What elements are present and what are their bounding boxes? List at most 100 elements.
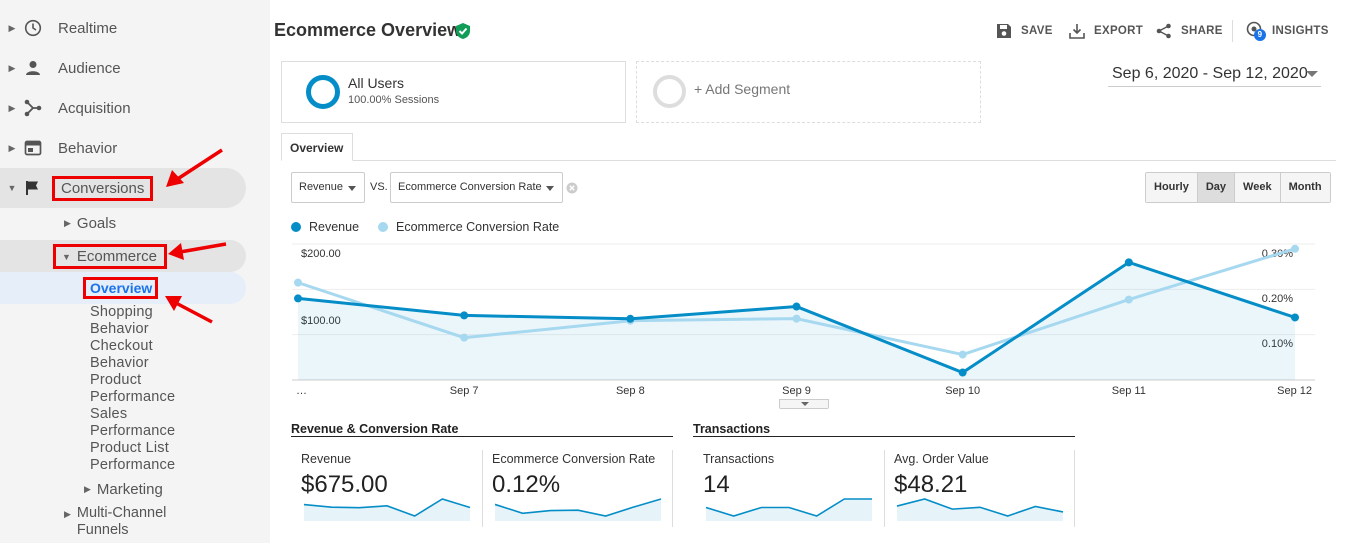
line-chart: $200.00$100.000.30%0.20%0.10%… Sep 7 Sep 8… — [292, 243, 1315, 397]
scorecard-conversion-rate[interactable]: Ecommerce Conversion Rate 0.12% — [492, 450, 677, 527]
sidebar-item-realtime[interactable]: ▶ Realtime — [0, 8, 246, 48]
scorecard-transactions[interactable]: Transactions 14 — [703, 450, 888, 527]
sparkline-area — [495, 499, 661, 521]
add-segment-button[interactable]: + Add Segment — [636, 61, 981, 123]
legend-revenue: Revenue — [291, 220, 359, 234]
sparkline-area — [304, 499, 470, 521]
chart-resize-handle[interactable] — [779, 399, 829, 409]
scorecard-value: 0.12% — [492, 471, 561, 498]
sidebar-item-label: Goals — [76, 215, 117, 232]
primary-metric-dropdown[interactable]: Revenue — [291, 172, 365, 203]
sidebar-item-sales-performance[interactable]: Sales Performance — [90, 406, 175, 440]
scorecard-group-underline — [291, 436, 673, 437]
sparkline-area — [897, 499, 1063, 521]
sidebar-item-acquisition[interactable]: ▶ Acquisition — [0, 88, 246, 128]
revenue-point — [1124, 258, 1133, 267]
legend-label: Revenue — [309, 220, 360, 234]
sidebar-item-label: Acquisition — [58, 99, 131, 117]
segment-ring-icon — [306, 75, 340, 109]
segment-all-users[interactable]: All Users 100.00% Sessions — [281, 61, 626, 123]
insights-badge: 9 — [1254, 29, 1266, 41]
save-button[interactable]: SAVE — [996, 20, 1053, 42]
date-range-picker[interactable]: Sep 6, 2020 - Sep 12, 2020 — [1108, 60, 1321, 87]
period-week-button[interactable]: Week — [1235, 173, 1281, 202]
legend-conversion-rate: Ecommerce Conversion Rate — [378, 220, 559, 234]
legend-dot — [378, 222, 388, 232]
sidebar-item-product-list-performance[interactable]: Product List Performance — [90, 440, 175, 474]
add-segment-label: + Add Segment — [694, 81, 791, 97]
sidebar-item-overview[interactable]: Overview — [83, 277, 159, 299]
export-button[interactable]: EXPORT — [1069, 20, 1143, 42]
period-hourly-button[interactable]: Hourly — [1146, 173, 1198, 202]
conversion-rate-point — [792, 314, 801, 323]
date-range-label: Sep 6, 2020 - Sep 12, 2020 — [1112, 65, 1308, 82]
sidebar-item-product-performance[interactable]: Product Performance — [90, 372, 175, 406]
export-label: EXPORT — [1094, 25, 1144, 37]
scorecard-group-underline — [693, 436, 1075, 437]
scorecard-label: Transactions — [703, 452, 775, 466]
revenue-point — [1291, 313, 1299, 322]
sidebar-item-label: Behavior — [90, 321, 149, 337]
caret-down-icon: ▼ — [7, 183, 17, 193]
sidebar-item-label: Behavior — [90, 355, 149, 371]
period-selector: Hourly Day Week Month — [1145, 172, 1331, 203]
scorecard-value: $675.00 — [301, 471, 388, 498]
revenue-point — [958, 368, 967, 377]
sidebar-item-ecommerce[interactable]: ▼ Ecommerce — [53, 244, 167, 269]
sparkline-line — [494, 498, 662, 517]
primary-metric-label: Revenue — [299, 181, 344, 193]
sidebar-item-multi-channel-funnels[interactable]: ▶ Multi-Channel Funnels — [64, 505, 166, 539]
sidebar-item-label: Checkout — [90, 338, 153, 354]
share-button[interactable]: SHARE — [1156, 20, 1223, 42]
x-axis-tick: Sep 11 — [1112, 385, 1146, 397]
scorecard-revenue[interactable]: Revenue $675.00 — [301, 450, 486, 527]
sidebar-item-marketing[interactable]: ▶ Marketing — [84, 481, 163, 498]
sidebar-item-label: Product List — [90, 440, 169, 456]
legend-label: Ecommerce Conversion Rate — [396, 220, 560, 234]
sidebar-item-shopping-behavior[interactable]: Shopping Behavior — [90, 304, 153, 338]
caret-right-icon: ▶ — [8, 142, 16, 153]
sidebar-item-conversions[interactable]: ▼ Conversions — [0, 168, 246, 208]
conversion-rate-point — [460, 333, 469, 342]
insights-button[interactable]: 9 INSIGHTS — [1246, 20, 1329, 42]
sidebar-item-label: Behavior — [58, 139, 118, 157]
scorecard-avg-order-value[interactable]: Avg. Order Value $48.21 — [894, 450, 1079, 527]
scorecard-label: Avg. Order Value — [894, 452, 989, 466]
chevron-down-icon — [1306, 71, 1318, 77]
card-divider — [884, 450, 885, 527]
sidebar-item-label: Performance — [90, 423, 176, 439]
legend-dot — [291, 222, 301, 232]
sidebar-item-goals[interactable]: ▶ Goals — [64, 215, 116, 232]
secondary-metric-dropdown[interactable]: Ecommerce Conversion Rate — [390, 172, 563, 203]
sidebar-item-label: Marketing — [96, 481, 163, 498]
sidebar: ▶ Realtime ▶ Audience ▶ Acquisition ▶ Be… — [0, 0, 270, 543]
sidebar-item-checkout-behavior[interactable]: Checkout Behavior — [90, 338, 153, 372]
behavior-icon — [24, 139, 42, 157]
sidebar-item-label: Performance — [90, 457, 176, 473]
sparkline-line — [896, 498, 1064, 517]
sidebar-item-label: Realtime — [58, 19, 118, 37]
period-day-button[interactable]: Day — [1197, 173, 1236, 202]
revenue-point — [294, 294, 302, 303]
x-axis-tick: Sep 9 — [782, 385, 811, 397]
sidebar-item-label: Performance — [90, 389, 176, 405]
x-axis-tick: Sep 10 — [945, 385, 980, 397]
verified-shield-icon — [455, 22, 471, 45]
insights-icon: 9 — [1246, 21, 1266, 41]
tab-overview[interactable]: Overview — [281, 133, 353, 161]
scorecard-value: 14 — [703, 471, 730, 498]
sidebar-item-label: Overview — [90, 280, 153, 296]
sparkline — [705, 498, 872, 521]
x-axis-tick: Sep 8 — [616, 385, 645, 397]
period-month-button[interactable]: Month — [1280, 173, 1330, 202]
sidebar-item-behavior[interactable]: ▶ Behavior — [0, 128, 246, 168]
acquisition-icon — [24, 99, 42, 117]
scorecard-group-title: Revenue & Conversion Rate — [291, 422, 459, 436]
share-icon — [1156, 23, 1171, 39]
caret-right-icon: ▶ — [8, 22, 16, 33]
remove-metric-icon[interactable] — [566, 181, 578, 199]
caret-right-icon: ▶ — [8, 102, 16, 113]
sidebar-item-audience[interactable]: ▶ Audience — [0, 48, 246, 88]
tab-bar-divider — [281, 160, 1336, 161]
caret-right-icon: ▶ — [64, 218, 71, 228]
